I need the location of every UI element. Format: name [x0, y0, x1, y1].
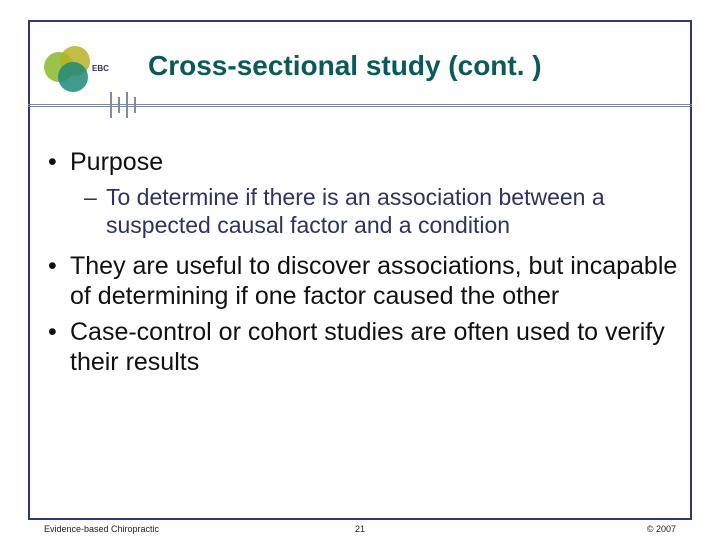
slide-number: 21 — [28, 524, 692, 534]
slide-title: Cross-sectional study (cont. ) — [148, 50, 542, 82]
bullet-text: They are useful to discover associations… — [70, 251, 678, 311]
bullet-item: • Purpose — [48, 148, 678, 177]
sub-bullet-item: – To determine if there is an associatio… — [84, 183, 678, 239]
logo-label: EBC — [92, 64, 109, 73]
content-area: • Purpose – To determine if there is an … — [48, 148, 678, 383]
footer-copyright: © 2007 — [647, 524, 676, 534]
bullet-item: • Case-control or cohort studies are oft… — [48, 317, 678, 377]
footer: Evidence-based Chiropractic 21 © 2007 — [28, 520, 692, 534]
bullet-item: • They are useful to discover associatio… — [48, 251, 678, 311]
header-tick — [126, 92, 128, 118]
bullet-marker: • — [48, 148, 70, 177]
logo-circle-3 — [58, 62, 88, 92]
header-tick — [110, 92, 112, 118]
bullet-text: Purpose — [70, 148, 678, 177]
header-tick — [118, 97, 120, 113]
bullet-text: Case-control or cohort studies are often… — [70, 317, 678, 377]
header-tick — [134, 97, 136, 113]
sub-bullet-marker: – — [84, 183, 106, 239]
sub-bullet-text: To determine if there is an association … — [106, 183, 678, 239]
bullet-marker: • — [48, 251, 70, 311]
bullet-marker: • — [48, 317, 70, 377]
ebc-logo: EBC — [44, 46, 116, 94]
